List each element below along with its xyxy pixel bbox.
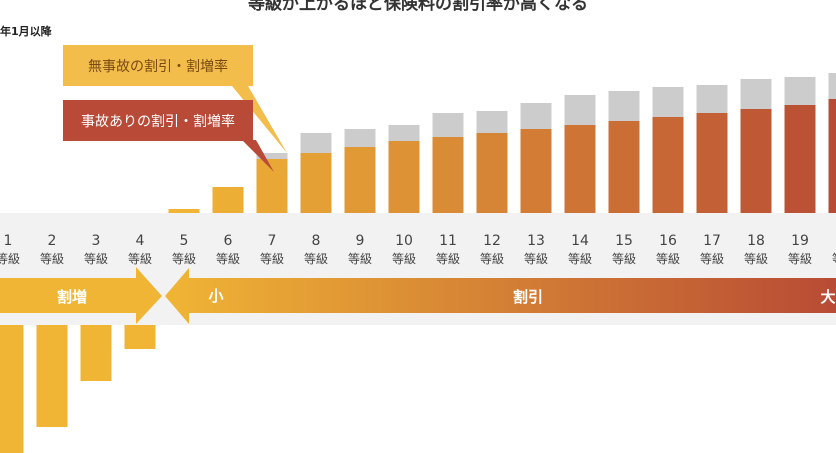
no-accident-bar-12 xyxy=(476,133,508,213)
no-accident-bar-9 xyxy=(344,147,376,213)
no-accident-bar-2 xyxy=(36,325,68,427)
no-accident-bar-17 xyxy=(696,113,728,213)
no-accident-bar-7 xyxy=(256,159,288,213)
surcharge-label: 割増 xyxy=(57,288,87,306)
grade-unit-6: 等級 xyxy=(216,252,240,266)
no-accident-bar-1 xyxy=(0,325,24,453)
grade-tick-3: 3 xyxy=(92,233,101,249)
grade-tick-17: 17 xyxy=(703,233,721,249)
no-accident-bar-15 xyxy=(608,121,640,213)
grade-unit-15: 等級 xyxy=(612,252,636,266)
grade-tick-6: 6 xyxy=(224,233,233,249)
discount-label: 割引 xyxy=(513,288,543,306)
grade-unit-13: 等級 xyxy=(524,252,548,266)
grade-tick-9: 9 xyxy=(356,233,365,249)
grade-unit-7: 等級 xyxy=(260,252,284,266)
grade-ticks: 1 等級 2 等級 3 等級 4 等級 5 等級 6 等級 7 等級 8 等級 9 等級 10 等級 11 等級 12 等級 1… xyxy=(0,233,836,266)
no-accident-bar-20 xyxy=(828,99,836,213)
legend-accident-box xyxy=(63,100,253,141)
grade-tick-16: 16 xyxy=(659,233,677,249)
discount-small-label: 小 xyxy=(208,287,223,305)
grade-tick-2: 2 xyxy=(48,233,57,249)
no-accident-series xyxy=(0,99,836,453)
no-accident-bar-3 xyxy=(80,325,112,381)
grade-tick-8: 8 xyxy=(312,233,321,249)
grade-unit-11: 等級 xyxy=(436,252,460,266)
grade-tick-10: 10 xyxy=(395,233,413,249)
grade-unit-3: 等級 xyxy=(84,252,108,266)
grade-tick-15: 15 xyxy=(615,233,633,249)
date-note: 年1月以降 xyxy=(0,25,52,38)
grade-unit-1: 等級 xyxy=(0,252,20,266)
grade-unit-9: 等級 xyxy=(348,252,372,266)
no-accident-bar-16 xyxy=(652,117,684,213)
grade-unit-16: 等級 xyxy=(656,252,680,266)
grade-tick-18: 18 xyxy=(747,233,765,249)
no-accident-bar-10 xyxy=(388,141,420,213)
grade-tick-19: 19 xyxy=(791,233,809,249)
grade-unit-5: 等級 xyxy=(172,252,196,266)
no-accident-bar-4 xyxy=(124,325,156,349)
legend-accident-text: 事故ありの割引・割増率 xyxy=(81,113,235,130)
grade-tick-5: 5 xyxy=(180,233,189,249)
grade-unit-18: 等級 xyxy=(744,252,768,266)
no-accident-bar-13 xyxy=(520,129,552,213)
discount-large-label: 大 xyxy=(820,288,835,306)
grade-tick-12: 12 xyxy=(483,233,501,249)
no-accident-bar-6 xyxy=(212,187,244,213)
surcharge-arrow xyxy=(0,267,162,324)
grade-tick-14: 14 xyxy=(571,233,589,249)
grade-unit-4: 等級 xyxy=(128,252,152,266)
legend-no-accident-box xyxy=(63,45,253,86)
grade-unit-17: 等級 xyxy=(700,252,724,266)
legend-accident: 事故ありの割引・割増率 xyxy=(63,100,274,172)
no-accident-bar-19 xyxy=(784,105,816,213)
grade-unit-20: 等級 xyxy=(832,252,836,266)
legend-no-accident-text: 無事故の割引・割増率 xyxy=(88,58,228,75)
no-accident-bar-14 xyxy=(564,125,596,213)
chart-title: 等級が上がるほど保険料の割引率が高くなる xyxy=(248,0,588,14)
grade-tick-7: 7 xyxy=(268,233,277,249)
grade-unit-2: 等級 xyxy=(40,252,64,266)
grade-unit-8: 等級 xyxy=(304,252,328,266)
no-accident-bar-8 xyxy=(300,153,332,213)
grade-tick-1: 1 xyxy=(4,233,13,249)
grade-unit-12: 等級 xyxy=(480,252,504,266)
no-accident-bar-5 xyxy=(168,209,200,213)
grade-unit-14: 等級 xyxy=(568,252,592,266)
no-accident-bar-18 xyxy=(740,109,772,213)
grade-tick-4: 4 xyxy=(136,233,145,249)
grade-tick-11: 11 xyxy=(439,233,457,249)
no-accident-bar-11 xyxy=(432,137,464,213)
grade-unit-10: 等級 xyxy=(392,252,416,266)
grade-unit-19: 等級 xyxy=(788,252,812,266)
discount-arrow xyxy=(165,268,836,324)
legend-accident-pointer xyxy=(242,140,274,172)
grade-tick-13: 13 xyxy=(527,233,545,249)
